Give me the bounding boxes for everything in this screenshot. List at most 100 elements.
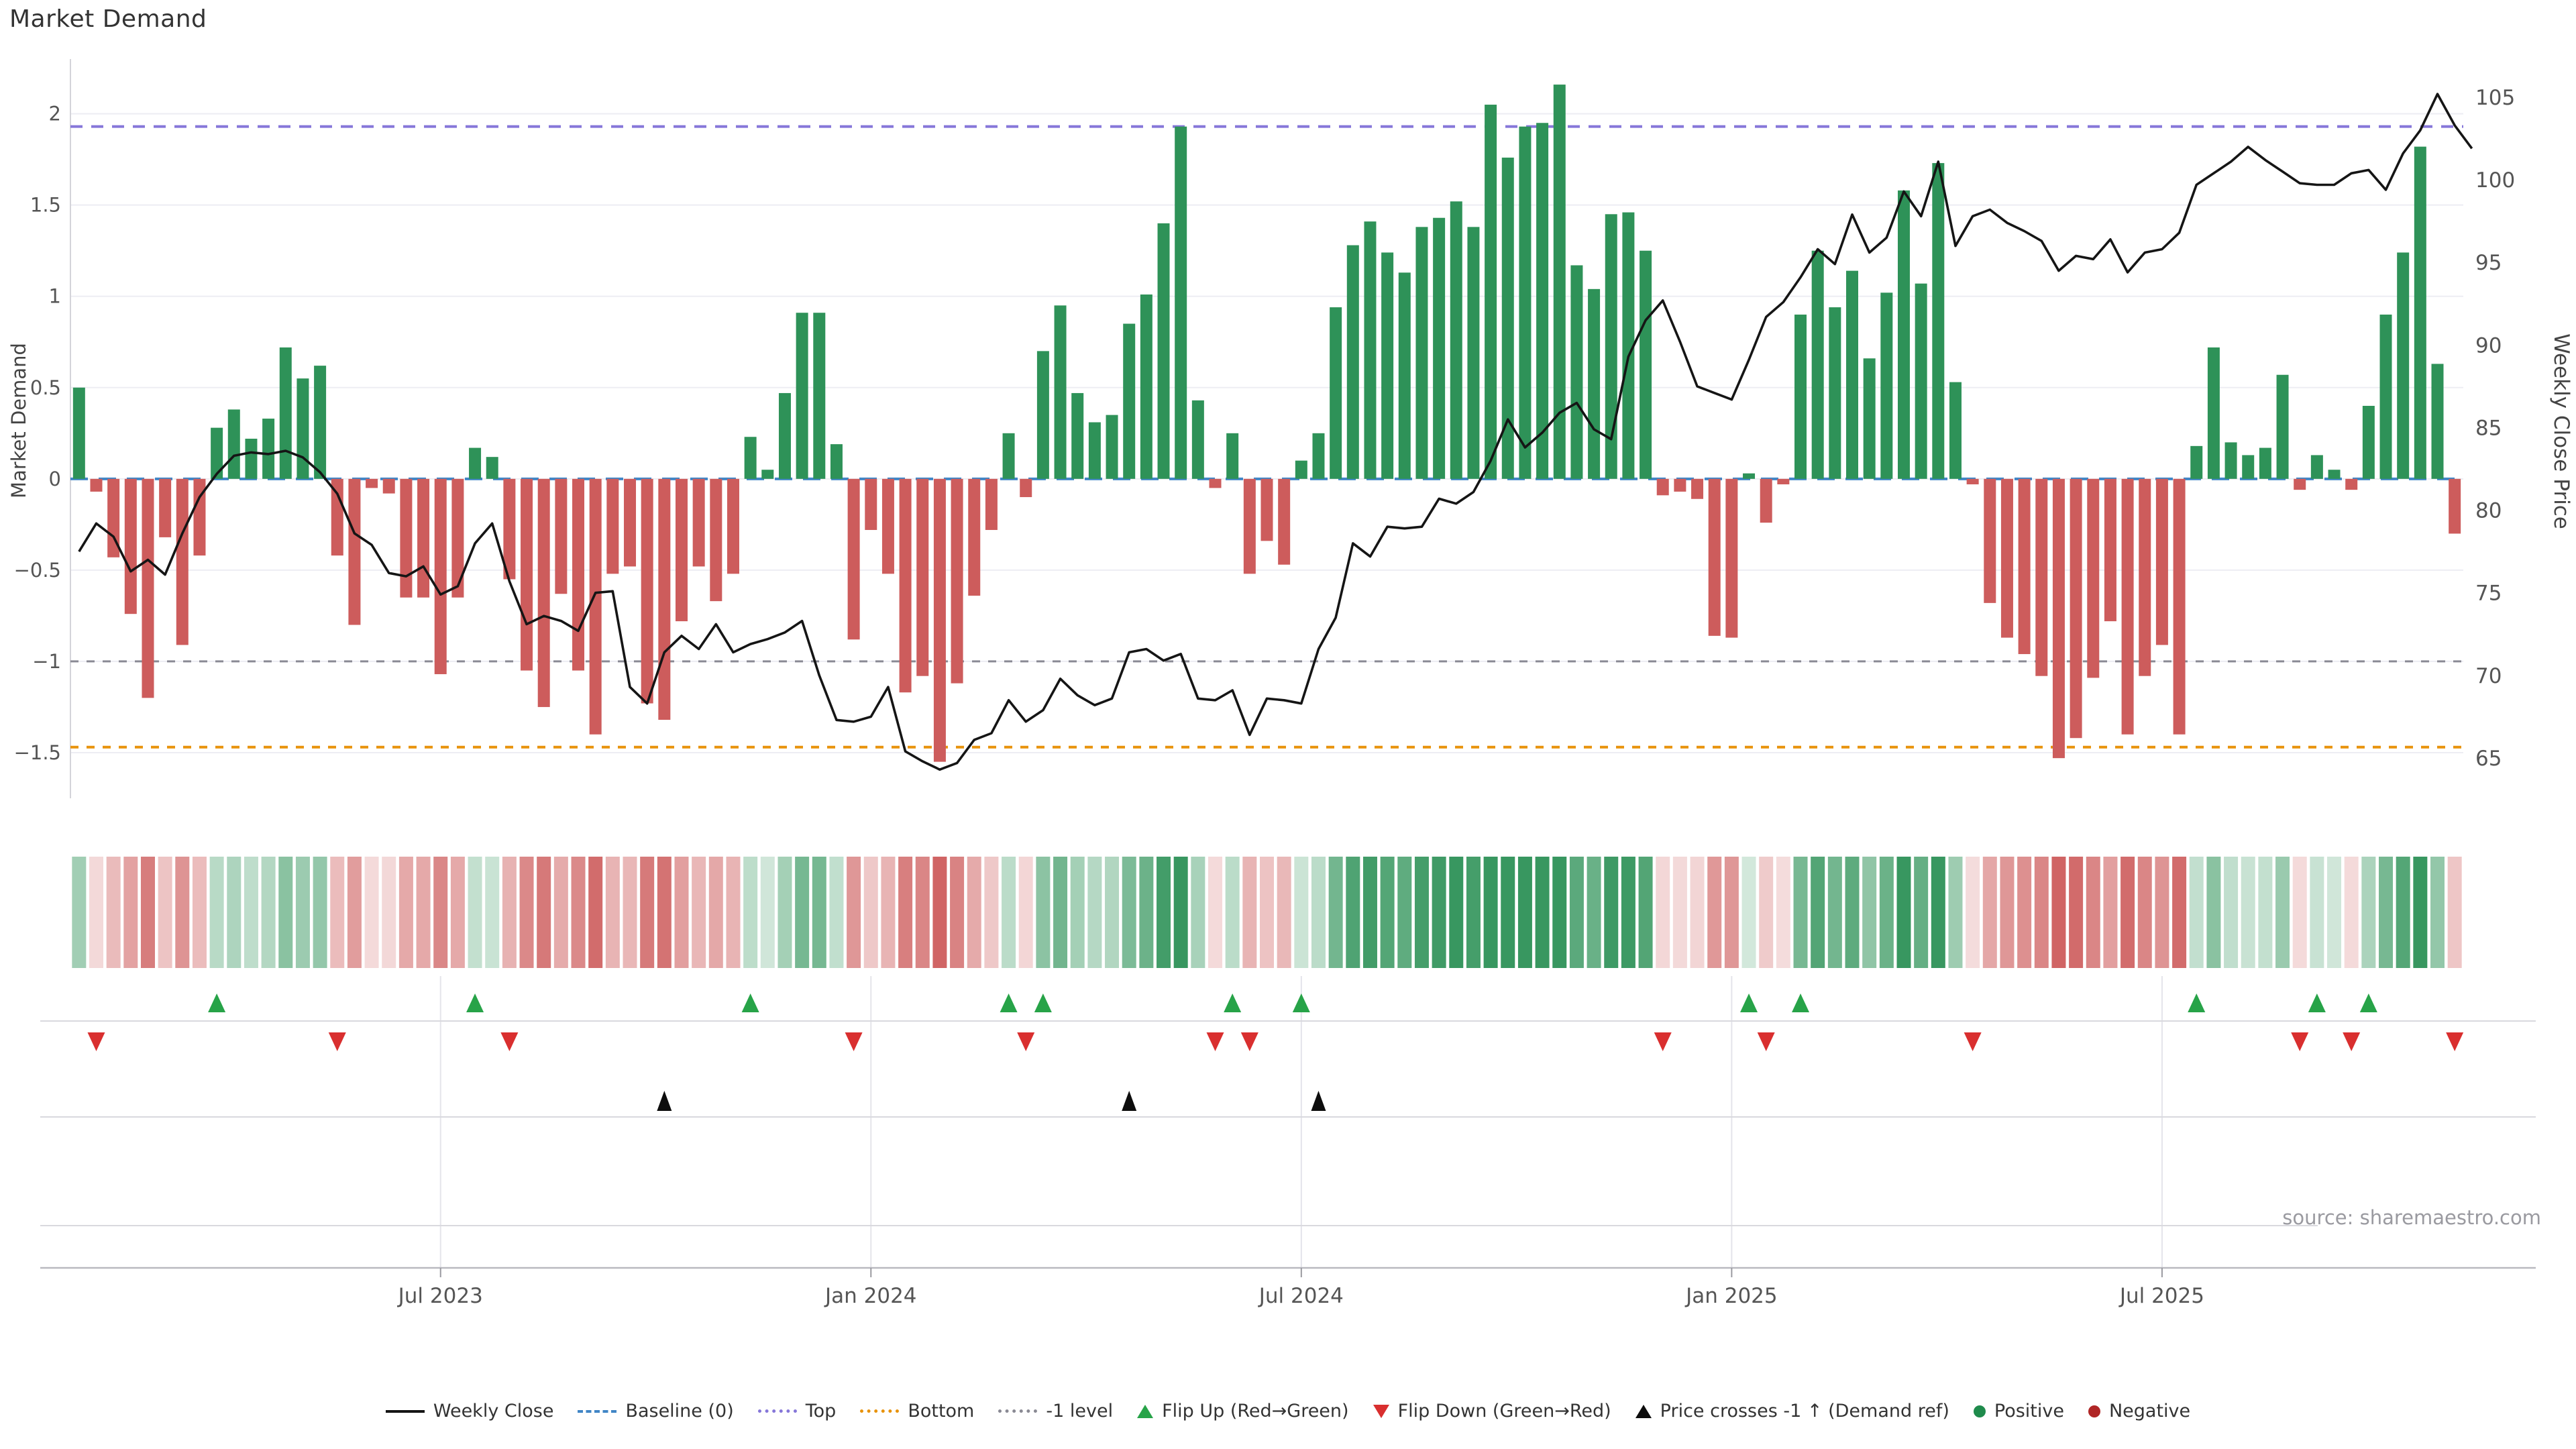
demand-bar [606, 478, 619, 574]
demand-bar [1381, 252, 1394, 479]
heatmap-cell [485, 857, 500, 968]
demand-bar [2259, 447, 2271, 479]
demand-bar [2104, 478, 2116, 622]
heatmap-cell [1018, 857, 1033, 968]
demand-bar [1002, 433, 1015, 479]
flip-up-marker [2188, 994, 2206, 1012]
demand-bar [2224, 442, 2237, 479]
heatmap-cell [1535, 857, 1550, 968]
flip-up-marker [1224, 994, 1242, 1012]
demand-bar [193, 478, 206, 556]
demand-bar [1708, 478, 1721, 636]
heatmap-cell [2379, 857, 2394, 968]
heatmap-cell [2086, 857, 2100, 968]
demand-bar [1519, 126, 1532, 479]
flip-down-marker [1206, 1032, 1224, 1051]
demand-bar [2000, 478, 2013, 638]
demand-bar [2070, 478, 2082, 739]
heatmap-cell [468, 857, 482, 968]
heatmap-cell [812, 857, 826, 968]
demand-bar [2276, 374, 2289, 479]
demand-bar [262, 419, 275, 479]
heatmap-cell [2310, 857, 2324, 968]
demand-bar [1743, 473, 1756, 479]
heatmap-cell [2189, 857, 2204, 968]
x-axis-tick-label: Jul 2025 [2118, 1284, 2204, 1308]
heatmap-cell [1397, 857, 1412, 968]
demand-bar [1760, 478, 1772, 523]
flip-up-marker [741, 994, 759, 1012]
heatmap-cell [1879, 857, 1894, 968]
legend-item: Flip Down (Green→Red) [1373, 1401, 1611, 1421]
heatmap-cell [1242, 857, 1257, 968]
demand-bar [124, 478, 137, 614]
demand-bar [2310, 455, 2323, 479]
demand-bar [1260, 478, 1273, 541]
demand-bar [1020, 478, 1032, 498]
demand-bar [1588, 288, 1601, 479]
heatmap-cell [2275, 857, 2290, 968]
demand-bar [279, 347, 292, 479]
price-cross-marker [1311, 1091, 1326, 1111]
demand-bar [710, 478, 722, 602]
demand-bar [245, 438, 258, 479]
demand-bar [761, 470, 774, 479]
demand-bar [469, 447, 482, 479]
heatmap-cell [347, 857, 362, 968]
heatmap-cell [984, 857, 999, 968]
legend-tri-up-icon [1137, 1404, 1154, 1418]
heatmap-cell [760, 857, 775, 968]
heatmap-cell [1604, 857, 1619, 968]
demand-bar [297, 378, 309, 479]
heatmap-cell [2172, 857, 2187, 968]
demand-bar [2052, 478, 2065, 759]
heatmap-cell [1707, 857, 1722, 968]
heatmap-cell [2413, 857, 2428, 968]
heatmap-cell [1896, 857, 1911, 968]
demand-bar [1691, 478, 1704, 499]
heatmap-cell [2000, 857, 2015, 968]
legend-dot-icon [2088, 1405, 2100, 1417]
heatmap-cell [1966, 857, 1980, 968]
legend-item: Baseline (0) [578, 1401, 734, 1421]
heatmap-cell [1053, 857, 1068, 968]
demand-bar [865, 478, 877, 531]
demand-bar [2242, 455, 2255, 479]
flip-down-marker [500, 1032, 519, 1051]
heatmap-cell [2447, 857, 2462, 968]
demand-bar [2018, 478, 2031, 655]
legend-label: Top [805, 1401, 837, 1421]
source-attribution: source: sharemaestro.com [2282, 1206, 2541, 1229]
demand-bar [1811, 250, 1824, 479]
demand-bar [314, 366, 327, 479]
demand-bar [1777, 478, 1790, 484]
heatmap-cell [364, 857, 379, 968]
legend-item: Weekly Close [385, 1401, 553, 1421]
demand-bar [417, 478, 430, 598]
heatmap-cell [1759, 857, 1774, 968]
left-axis-tick: −1.5 [14, 741, 61, 764]
heatmap-cell [915, 857, 930, 968]
heatmap-cell [2155, 857, 2169, 968]
heatmap-cell [1294, 857, 1309, 968]
legend-label: Baseline (0) [625, 1401, 734, 1421]
heatmap-cell [1517, 857, 1532, 968]
demand-bar [1880, 292, 1893, 479]
heatmap-cell [450, 857, 465, 968]
demand-bar [400, 478, 413, 598]
demand-bar [1485, 105, 1497, 479]
heatmap-cell [209, 857, 224, 968]
demand-bar [211, 427, 223, 479]
heatmap-cell [2069, 857, 2084, 968]
heatmap-cell [1656, 857, 1670, 968]
heatmap-cell [1501, 857, 1515, 968]
demand-bar [899, 478, 912, 693]
heatmap-cell [2017, 857, 2032, 968]
heatmap-cell [829, 857, 844, 968]
right-axis-tick: 90 [2475, 333, 2502, 358]
demand-bar [1984, 478, 1996, 603]
heatmap-cell [2430, 857, 2445, 968]
demand-bar [176, 478, 189, 645]
heatmap-cell [2051, 857, 2066, 968]
demand-bar [624, 478, 637, 567]
